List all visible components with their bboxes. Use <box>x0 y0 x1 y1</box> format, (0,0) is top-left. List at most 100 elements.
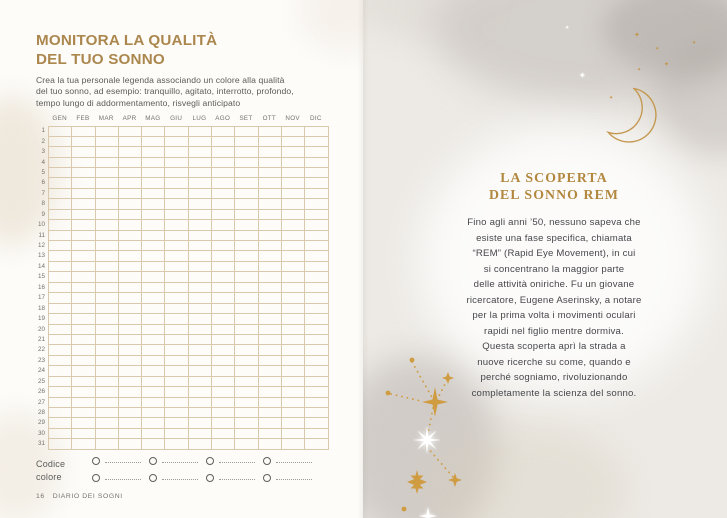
day-number: 16 <box>37 283 45 291</box>
grid-cell <box>118 314 143 325</box>
grid-cell <box>72 261 96 273</box>
grid-cell <box>188 345 213 356</box>
grid-cell <box>212 126 236 137</box>
grid-cell <box>49 314 73 325</box>
grid-cell <box>235 324 259 335</box>
grid-cell <box>49 199 73 210</box>
grid-cell <box>49 251 73 262</box>
grid-cell <box>142 303 166 315</box>
grid-cell <box>281 324 306 335</box>
day-number: 17 <box>37 294 45 302</box>
month-label: LUG <box>192 115 207 123</box>
color-code-entry <box>263 473 320 482</box>
grid-cell <box>235 376 259 388</box>
sparkle-icon: ✦ <box>692 40 697 46</box>
day-number: 29 <box>37 419 45 427</box>
grid-cell <box>165 345 189 356</box>
grid-cell <box>305 147 329 158</box>
grid-cell <box>305 282 329 294</box>
grid-row: 5 <box>36 167 329 179</box>
grid-cell <box>212 397 236 409</box>
grid-cell <box>165 261 189 273</box>
grid-cell <box>188 241 213 252</box>
grid-row: 15 <box>36 272 329 283</box>
sparkle-icon: ✦ <box>565 25 570 31</box>
grid-cell <box>142 282 166 294</box>
day-number: 5 <box>41 168 45 176</box>
grid-cell <box>305 408 329 419</box>
grid-cell <box>118 178 143 189</box>
grid-cell <box>281 230 306 242</box>
grid-row: 7 <box>36 188 329 200</box>
grid-cell <box>95 241 119 252</box>
color-circle <box>263 456 271 465</box>
grid-cell <box>72 282 96 294</box>
grid-cell <box>281 167 306 179</box>
grid-cell <box>72 439 96 450</box>
grid-row: 8 <box>36 199 329 210</box>
grid-cell <box>305 178 329 189</box>
grid-cell <box>188 428 213 440</box>
grid-row: 1 <box>36 126 329 137</box>
grid-cell <box>95 387 119 398</box>
starburst-icon <box>419 507 437 518</box>
grid-cell <box>258 178 282 189</box>
grid-cell <box>95 376 119 388</box>
grid-cell <box>95 230 119 242</box>
grid-cell <box>281 251 306 262</box>
grid-cell <box>142 230 166 242</box>
grid-cell <box>212 418 236 429</box>
grid-cell <box>95 261 119 273</box>
grid-cell <box>118 126 143 137</box>
grid-cell <box>142 397 166 409</box>
grid-cell <box>188 376 213 388</box>
grid-cell <box>188 261 213 273</box>
grid-cell <box>118 272 143 283</box>
grid-cell <box>118 261 143 273</box>
grid-cell <box>49 136 73 148</box>
grid-cell <box>235 366 259 377</box>
grid-cell <box>95 178 119 189</box>
day-number: 26 <box>37 388 45 396</box>
grid-cell <box>235 314 259 325</box>
grid-cell <box>118 251 143 262</box>
grid-cell <box>49 293 73 304</box>
grid-cell <box>72 157 96 168</box>
color-code-entry <box>92 473 149 482</box>
day-number: 13 <box>37 252 45 260</box>
grid-cell <box>281 220 306 231</box>
grid-cell <box>95 167 119 179</box>
grid-cell <box>118 293 143 304</box>
grid-row: 31 <box>36 439 329 450</box>
grid-cell <box>72 199 96 210</box>
sparkle-icon: ✦ <box>655 46 660 52</box>
grid-cell <box>72 397 96 409</box>
grid-cell <box>258 366 282 377</box>
grid-cell <box>95 324 119 335</box>
grid-cell <box>281 188 306 200</box>
grid-cell <box>142 345 166 356</box>
grid-cell <box>95 355 119 367</box>
sparkle-icon: ✦ <box>579 71 586 80</box>
grid-cell <box>305 418 329 429</box>
grid-cell <box>235 303 259 315</box>
grid-cell <box>118 387 143 398</box>
grid-cell <box>118 355 143 367</box>
grid-cell <box>258 282 282 294</box>
grid-cell <box>235 157 259 168</box>
grid-cell <box>49 418 73 429</box>
grid-cell <box>49 397 73 409</box>
watercolor-cloud <box>363 0 493 40</box>
grid-cell <box>72 345 96 356</box>
month-label: NOV <box>285 115 300 123</box>
day-number: 2 <box>41 137 45 145</box>
grid-cell <box>281 345 306 356</box>
color-circle <box>263 473 271 482</box>
grid-cell <box>188 324 213 335</box>
grid-cell <box>49 147 73 158</box>
grid-cell <box>165 366 189 377</box>
dotted-line <box>162 478 198 480</box>
grid-cell <box>142 251 166 262</box>
grid-cell <box>281 334 306 346</box>
grid-row: 2 <box>36 136 329 148</box>
